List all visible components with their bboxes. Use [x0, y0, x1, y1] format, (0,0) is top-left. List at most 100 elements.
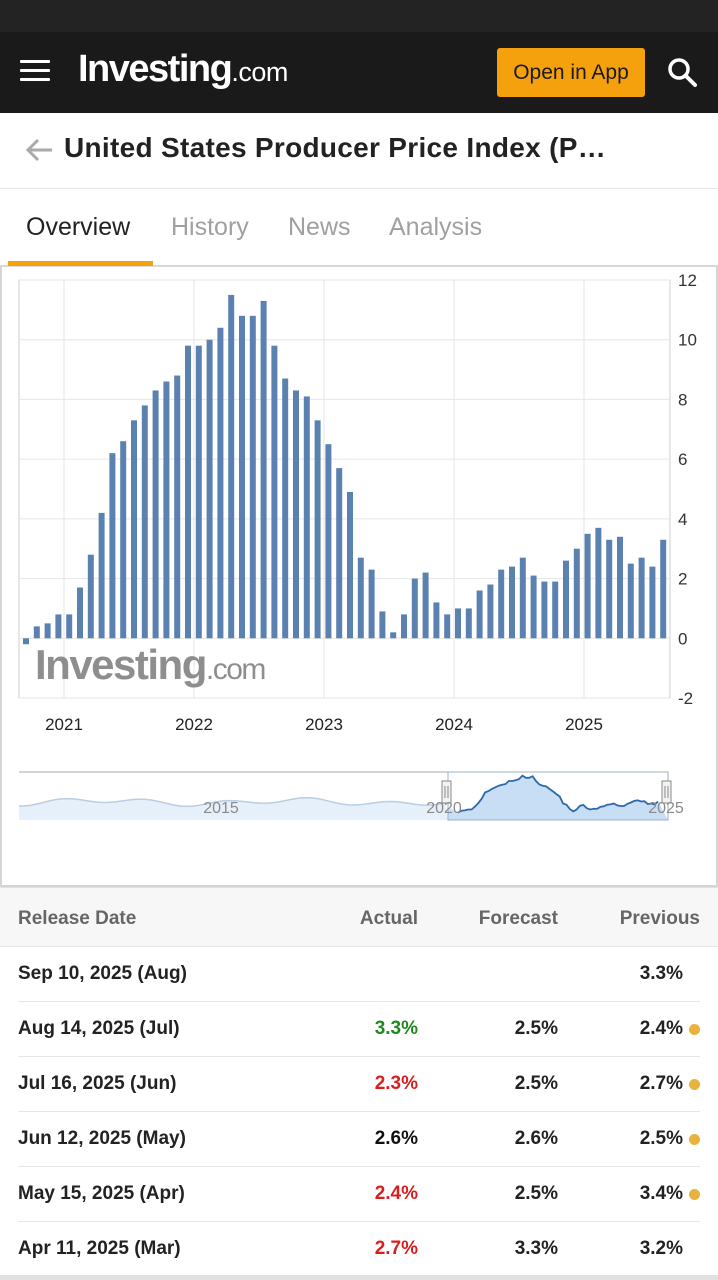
tab-bar: Overview History News Analysis: [0, 189, 718, 267]
bar: [347, 491, 353, 639]
bar: [509, 566, 515, 639]
bar: [55, 614, 62, 639]
revised-indicator-icon: [689, 1079, 700, 1090]
bar: [185, 345, 191, 639]
release-date-cell: Aug 14, 2025 (Jul): [18, 1018, 180, 1039]
table-row[interactable]: Jul 16, 2025 (Jun) 2.3% 2.5% 2.7%: [0, 1057, 718, 1112]
chart-container: 12 10 8 6 4 2 0 -2 2021 2022 2023 2024 2025 Investing…: [0, 267, 718, 887]
bar: [228, 294, 235, 639]
table-row[interactable]: Sep 10, 2025 (Aug) 3.3%: [0, 947, 718, 1002]
y-tick-label: 12: [678, 271, 697, 290]
navigator-year-label: 2025: [648, 800, 684, 817]
tab-overview[interactable]: Overview: [26, 213, 131, 241]
back-arrow-icon[interactable]: [24, 135, 54, 165]
bar: [606, 539, 613, 639]
y-tick-label: -2: [678, 689, 693, 708]
search-icon[interactable]: [666, 56, 698, 88]
bar: [487, 584, 494, 639]
actual-cell: 2.4%: [374, 1183, 418, 1204]
ppi-bar-chart[interactable]: 12 10 8 6 4 2 0 -2 2021 2022 2023 2024 2025 Investing…: [2, 267, 718, 885]
bar: [87, 554, 94, 639]
page-title: United States Producer Price Index (P…: [64, 132, 606, 163]
x-tick-label: 2024: [435, 715, 473, 734]
y-tick-label: 8: [678, 390, 687, 409]
bar: [584, 533, 591, 639]
top-navigation: Investing.com Open in App: [0, 32, 718, 113]
y-tick-label: 0: [678, 629, 687, 648]
bar: [638, 557, 645, 639]
table-row[interactable]: Apr 11, 2025 (Mar) 2.7% 3.3% 3.2%: [0, 1222, 718, 1277]
bar: [239, 315, 245, 639]
bar: [401, 614, 407, 639]
menu-icon[interactable]: [20, 60, 50, 82]
bar: [325, 444, 332, 639]
bar: [455, 608, 461, 639]
row-divider: [18, 1166, 700, 1167]
bar: [368, 569, 375, 639]
tab-history[interactable]: History: [171, 213, 249, 241]
release-date-cell: Sep 10, 2025 (Aug): [18, 963, 187, 984]
forecast-cell: 3.3%: [514, 1238, 558, 1259]
bar: [282, 378, 289, 639]
tab-analysis[interactable]: Analysis: [389, 213, 483, 241]
release-date-cell: Jun 12, 2025 (May): [18, 1128, 186, 1149]
bar: [595, 527, 602, 639]
revised-indicator-icon: [689, 1189, 700, 1200]
x-tick-label: 2025: [565, 715, 603, 734]
status-bar: [0, 0, 718, 32]
navigator-year-label: 2015: [203, 800, 239, 817]
bar: [411, 578, 418, 639]
tab-news[interactable]: News: [288, 213, 351, 241]
investing-logo[interactable]: Investing.com: [78, 48, 288, 90]
table-row[interactable]: May 15, 2025 (Apr) 2.4% 2.5% 3.4%: [0, 1167, 718, 1222]
forecast-cell: 2.6%: [514, 1128, 558, 1149]
y-tick-label: 6: [678, 450, 687, 469]
active-tab-indicator: [8, 261, 153, 266]
bar: [573, 548, 580, 639]
x-tick-label: 2021: [45, 715, 83, 734]
release-date-cell: May 15, 2025 (Apr): [18, 1183, 185, 1204]
table-row[interactable]: Aug 14, 2025 (Jul) 3.3% 2.5% 2.4%: [0, 1002, 718, 1057]
header-actual[interactable]: Actual: [359, 908, 418, 929]
header-forecast[interactable]: Forecast: [478, 908, 558, 929]
bar: [98, 512, 105, 639]
bar: [465, 608, 472, 639]
actual-cell: 2.6%: [374, 1128, 418, 1149]
bar: [260, 300, 267, 639]
bottom-divider: [0, 1275, 718, 1280]
previous-cell: 3.4%: [639, 1183, 683, 1204]
previous-cell: 2.4%: [639, 1018, 683, 1039]
bar: [206, 339, 213, 639]
bar: [293, 390, 299, 639]
bar: [174, 375, 181, 639]
plot-area: [18, 279, 671, 699]
title-bar: United States Producer Price Index (P…: [0, 113, 718, 189]
bar: [77, 587, 83, 639]
navigator-handle[interactable]: [441, 780, 452, 804]
bar: [433, 602, 440, 639]
x-tick-label: 2022: [175, 715, 213, 734]
row-divider: [18, 1056, 700, 1057]
bar: [217, 327, 224, 639]
navigator-history-line: [18, 796, 446, 808]
actual-cell: 2.7%: [374, 1238, 418, 1259]
bar: [271, 345, 278, 639]
header-release-date[interactable]: Release Date: [18, 908, 137, 929]
previous-cell: 2.7%: [639, 1073, 683, 1094]
release-date-cell: Apr 11, 2025 (Mar): [18, 1238, 181, 1259]
bar: [519, 557, 526, 639]
table-row[interactable]: Jun 12, 2025 (May) 2.6% 2.6% 2.5%: [0, 1112, 718, 1167]
bar: [249, 315, 256, 639]
bar: [422, 572, 429, 639]
y-tick-label: 4: [678, 510, 687, 529]
navigator-selected-fill: [448, 775, 668, 820]
open-in-app-button[interactable]: Open in App: [497, 48, 645, 97]
navigator-handle[interactable]: [661, 780, 672, 804]
actual-cell: 2.3%: [374, 1073, 418, 1094]
bar: [660, 539, 667, 639]
release-date-cell: Jul 16, 2025 (Jun): [18, 1073, 177, 1094]
bar: [498, 569, 505, 639]
row-divider: [18, 1111, 700, 1112]
previous-cell: 2.5%: [639, 1128, 683, 1149]
header-previous[interactable]: Previous: [619, 908, 700, 929]
